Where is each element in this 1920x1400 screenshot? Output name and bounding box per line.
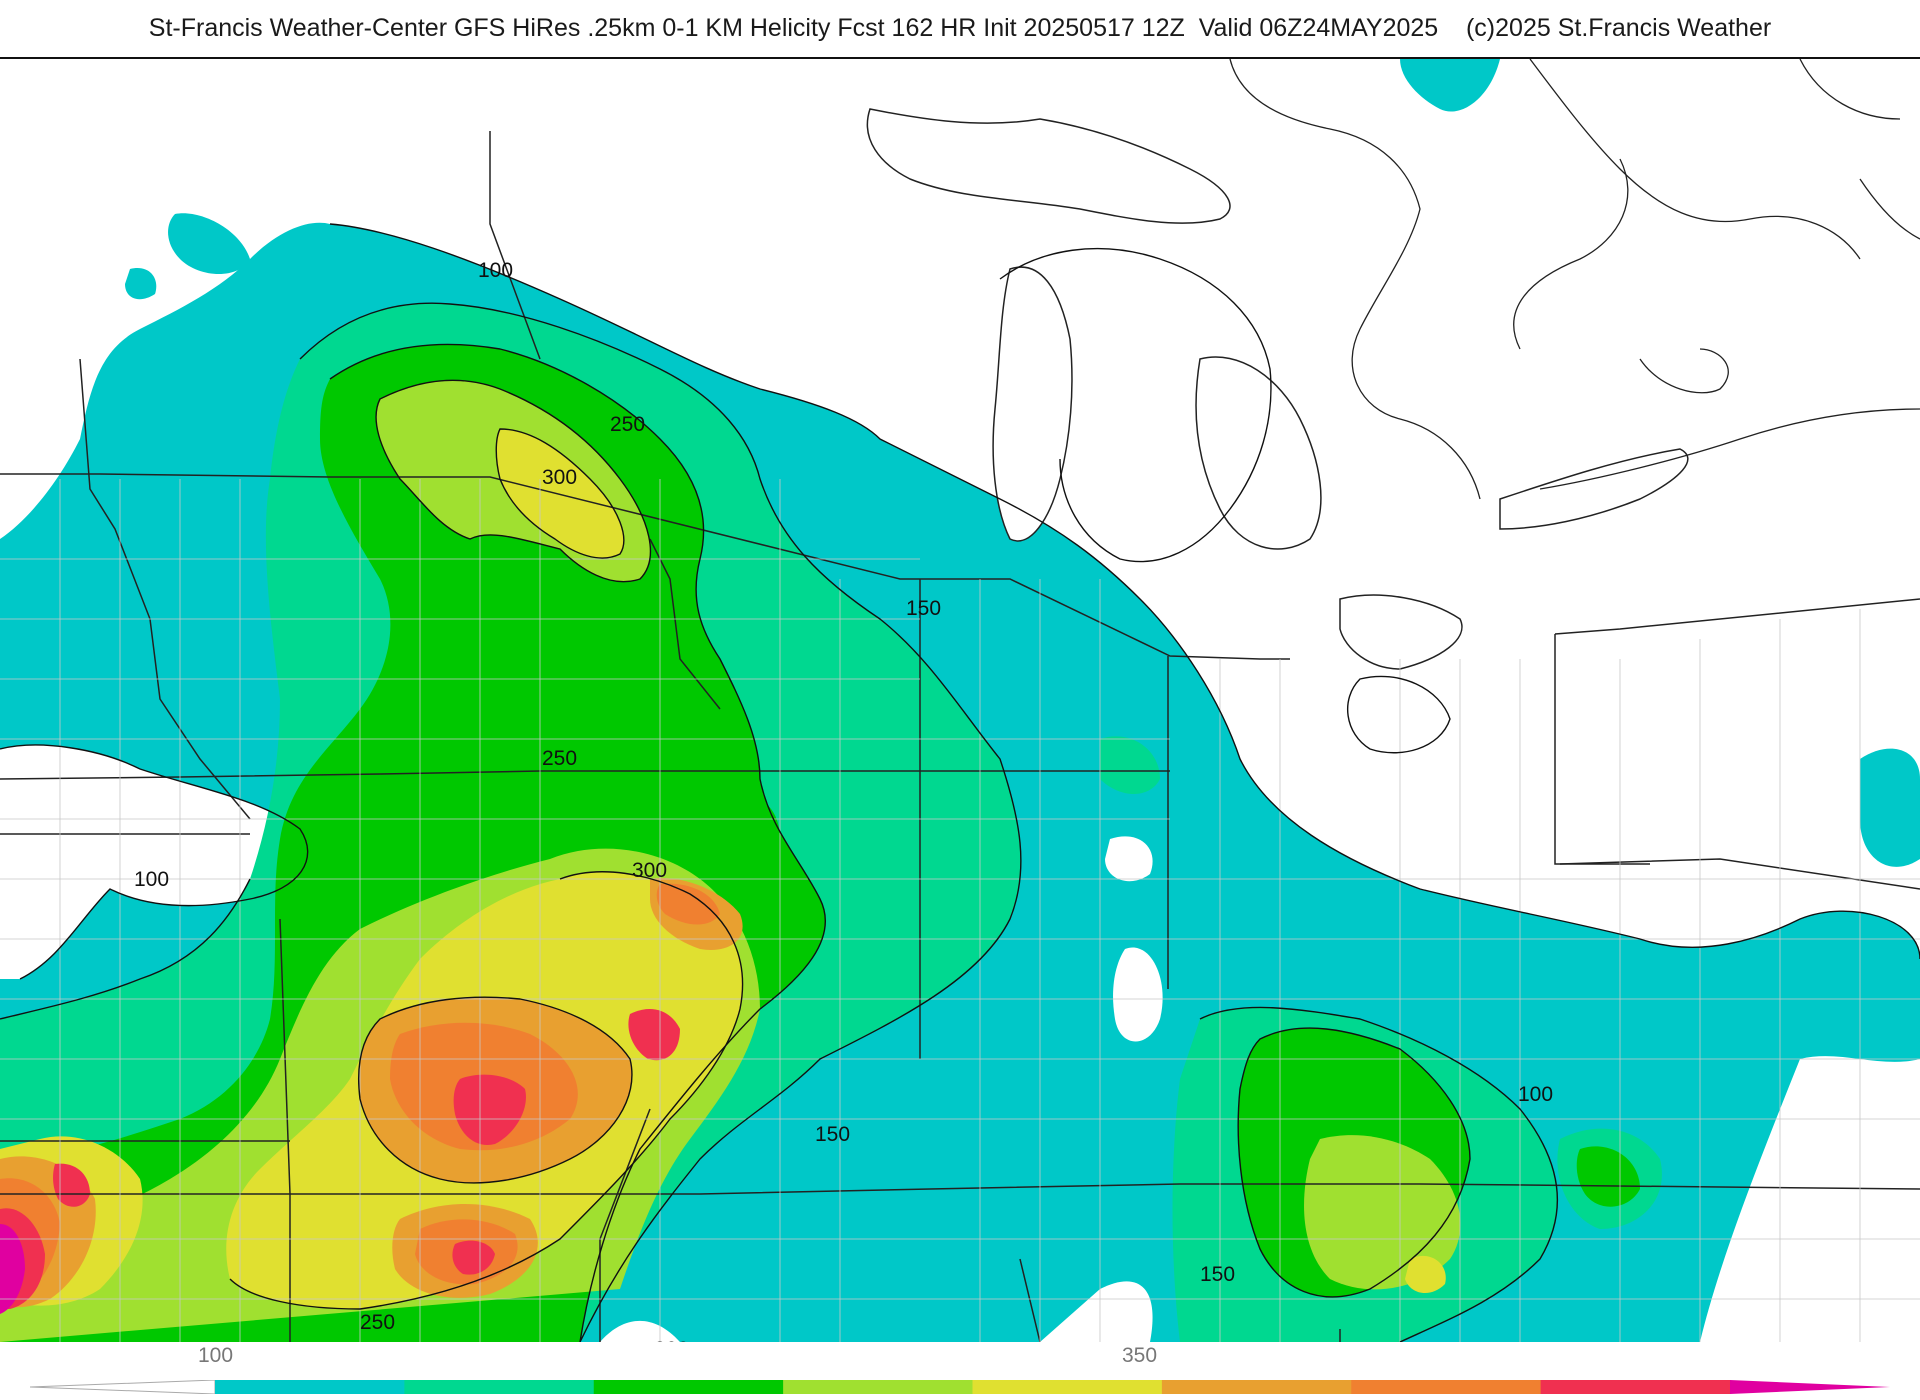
colorbar (30, 1380, 1890, 1394)
colorbar-low-extension (30, 1380, 216, 1394)
colorbar-segment (404, 1380, 595, 1394)
county-lines (0, 479, 1920, 1342)
colorbar-segment (783, 1380, 973, 1394)
contour-label: 300 (542, 466, 577, 489)
contour-label: 100 (478, 259, 513, 282)
colorbar-segment (215, 1380, 405, 1394)
contour-labels: 100 250 300 150 250 300 100 150 200 250 … (134, 259, 1553, 1342)
colorbar-tick-label: 350 (1122, 1344, 1158, 1367)
colorbar-segment (972, 1380, 1163, 1394)
contour-label: 250 (610, 413, 645, 436)
contour-label: 200 (654, 1338, 689, 1342)
helicity-shade-500 (0, 1224, 25, 1314)
colorbar-segment (1351, 1380, 1542, 1394)
colorbar-tick-label: 100 (198, 1344, 234, 1367)
helicity-contours (0, 223, 1920, 1342)
contour-label: 250 (360, 1311, 395, 1334)
contour-label: 100 (1518, 1083, 1553, 1106)
map-title: St-Francis Weather-Center GFS HiRes .25k… (148, 14, 1772, 42)
coastlines (1229, 59, 1920, 500)
helicity-shade-below-100 (0, 745, 1920, 1342)
contour-label: 150 (1200, 1263, 1235, 1286)
contour-label: 300 (632, 859, 667, 882)
contour-label: 150 (906, 597, 941, 620)
colorbar-segments (215, 1380, 1731, 1394)
colorbar-segment (1540, 1380, 1731, 1394)
helicity-map: 100 250 300 150 250 300 100 150 200 250 … (0, 57, 1920, 1342)
contour-label: 100 (134, 868, 169, 891)
contour-label: 150 (815, 1123, 850, 1146)
map-canvas: 100 250 300 150 250 300 100 150 200 250 … (0, 59, 1920, 1342)
colorbar-segment (1161, 1380, 1352, 1394)
colorbar-segment (593, 1380, 784, 1394)
contour-label: 250 (542, 747, 577, 770)
colorbar-high-extension (1730, 1380, 1890, 1394)
great-lakes (866, 108, 1689, 670)
